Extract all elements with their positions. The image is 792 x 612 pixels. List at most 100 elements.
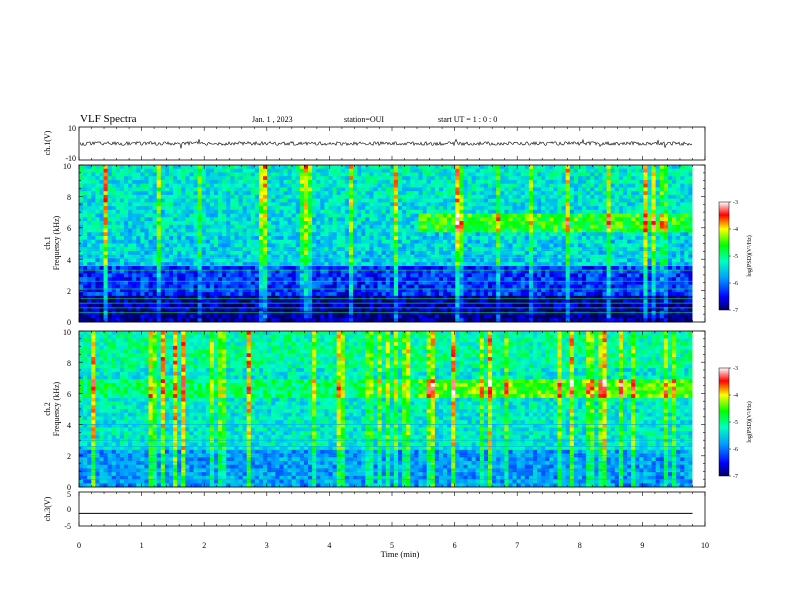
spectrogram-cell	[582, 165, 587, 170]
spectrogram-cell	[209, 236, 215, 241]
spectrogram-cell	[148, 284, 154, 289]
spectrogram-cell	[357, 194, 362, 200]
spectrogram-cell	[99, 221, 104, 226]
spectrogram-cell	[123, 236, 129, 241]
spectrogram-cell	[639, 213, 644, 218]
spectrogram-cell	[414, 221, 419, 226]
spectrogram-cell	[627, 247, 632, 252]
spectrogram-cell	[369, 250, 374, 256]
spectrogram-cell	[381, 224, 387, 229]
spectrogram-cell	[177, 269, 182, 274]
spectrogram-cell	[667, 194, 673, 200]
spectrogram-cell	[160, 183, 166, 188]
spectrogram-cell	[573, 221, 579, 226]
spectrogram-cell	[647, 179, 652, 185]
spectrogram-cell	[537, 277, 542, 282]
spectrogram-cell	[164, 179, 170, 185]
spectrogram-cell	[545, 168, 550, 173]
spectrogram-cell	[369, 209, 374, 214]
spectrogram-cell	[561, 269, 567, 274]
spectrogram-cell	[177, 236, 182, 241]
spectrogram-cell	[381, 213, 387, 218]
spectrogram-cell	[197, 239, 203, 244]
spectrogram-cell	[487, 209, 493, 214]
spectrogram-cell	[267, 191, 272, 196]
spectrogram-cell	[434, 168, 440, 173]
spectrogram-cell	[185, 209, 190, 214]
spectrogram-cell	[193, 239, 199, 244]
spectrogram-cell	[283, 273, 288, 278]
spectrogram-cell	[119, 247, 125, 252]
spectrogram-cell	[91, 239, 96, 244]
spectrogram-cell	[639, 165, 644, 170]
spectrogram-cell	[516, 250, 522, 256]
spectrogram-cell	[209, 213, 215, 218]
spectrogram-cell	[148, 168, 154, 173]
spectrogram-cell	[577, 265, 583, 271]
spectrogram-cell	[283, 202, 288, 207]
spectrogram-cell	[389, 284, 395, 289]
spectrogram-cell	[107, 258, 113, 263]
spectrogram-cell	[83, 209, 88, 214]
spectrogram-cell	[598, 198, 603, 203]
spectrogram-cell	[545, 280, 550, 286]
spectrogram-cell	[83, 191, 88, 196]
spectrogram-cell	[336, 176, 342, 181]
spectrogram-cell	[361, 172, 366, 177]
spectrogram-cell	[487, 179, 493, 185]
spectrogram-cell	[254, 247, 260, 252]
spectrogram-cell	[242, 224, 248, 229]
spectrogram-cell	[537, 221, 542, 226]
spectrogram-cell	[201, 265, 207, 271]
spectrogram-cell	[549, 221, 554, 226]
spectrogram-cell	[627, 183, 632, 188]
spectrogram-cell	[553, 187, 558, 192]
spectrogram-cell	[340, 187, 346, 192]
spectrogram-cell	[222, 284, 227, 289]
spectrogram-cell	[377, 168, 383, 173]
spectrogram-cell	[275, 202, 280, 207]
spectrogram-cell	[545, 239, 550, 244]
spectrogram-cell	[545, 258, 550, 263]
spectrogram-cell	[283, 277, 288, 282]
spectrogram-cell	[365, 179, 370, 185]
spectrogram-cell	[279, 280, 284, 286]
spectrogram-cell	[209, 194, 215, 200]
spectrogram-cell	[418, 213, 423, 218]
spectrogram-cell	[532, 172, 538, 177]
spectrogram-cell	[475, 280, 481, 286]
spectrogram-cell	[246, 198, 252, 203]
spectrogram-cell	[156, 243, 162, 248]
spectrogram-cell	[128, 236, 133, 241]
spectrogram-cell	[103, 262, 109, 267]
spectrogram-cell	[373, 247, 378, 252]
spectrogram-cell	[271, 258, 276, 263]
spectrogram-cell	[320, 217, 325, 222]
spectrogram-cell	[250, 277, 256, 282]
spectrogram-cell	[393, 217, 399, 222]
spectrogram-cell	[91, 217, 96, 222]
spectrogram-cell	[537, 187, 542, 192]
spectrogram-cell	[246, 243, 252, 248]
spectrogram-cell	[107, 202, 113, 207]
spectrogram-cell	[115, 269, 121, 274]
spectrogram-cell	[222, 209, 227, 214]
spectrogram-cell	[283, 254, 288, 259]
spectrogram-cell	[144, 228, 149, 233]
spectrogram-cell	[504, 250, 509, 256]
spectrogram-cell	[414, 168, 419, 173]
spectrogram-cell	[508, 194, 513, 200]
spectrogram-cell	[614, 265, 620, 271]
spectrogram-cell	[242, 254, 248, 259]
spectrogram-cell	[79, 280, 84, 286]
spectrogram-cell	[119, 250, 125, 256]
spectrogram-cell	[381, 179, 387, 185]
spectrogram-cell	[312, 191, 317, 196]
spectrogram-cell	[426, 198, 432, 203]
spectrogram-cell	[226, 228, 231, 233]
spectrogram-cell	[496, 165, 501, 170]
spectrogram-cell	[663, 239, 669, 244]
spectrogram-cell	[271, 239, 276, 244]
spectrogram-cell	[385, 202, 391, 207]
spectrogram-cell	[614, 224, 620, 229]
